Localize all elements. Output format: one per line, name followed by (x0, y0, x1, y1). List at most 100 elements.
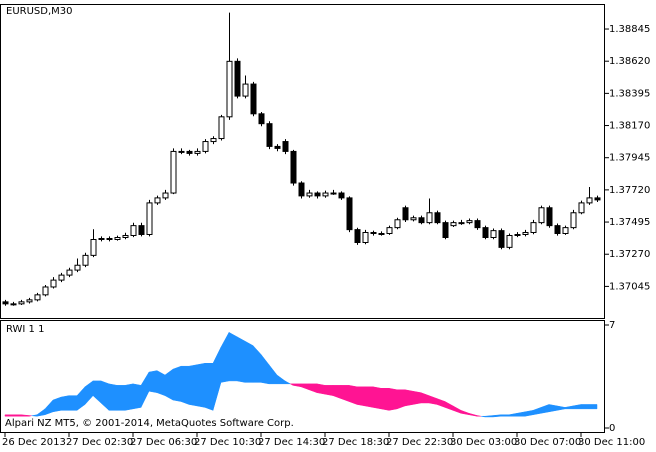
fill-segment (500, 414, 510, 417)
candle-body (74, 264, 81, 271)
candle-body (370, 231, 377, 234)
fill-segment (76, 386, 86, 411)
candle-body (338, 192, 345, 199)
y-tick-label: 1.37720 (609, 185, 650, 196)
fill-segment (460, 409, 470, 416)
candle-body (50, 279, 57, 288)
fill-segment (4, 414, 14, 417)
candle-body (106, 237, 113, 240)
fill-segment (196, 362, 206, 408)
fill-segment (12, 414, 22, 417)
x-tick-label: 27 Dec 10:30 (194, 437, 261, 448)
fill-segment (228, 331, 238, 382)
candle-body (458, 222, 465, 225)
x-tick-label: 30 Dec 07:00 (514, 437, 581, 448)
main-frame (0, 4, 605, 319)
fill-segment (148, 370, 158, 393)
fill-segment (236, 336, 246, 383)
candle-body (530, 222, 537, 233)
candle-body (154, 197, 161, 204)
candle-body (538, 207, 545, 224)
fill-segment (364, 386, 374, 408)
symbol-label: EURUSD,M30 (6, 6, 72, 17)
fill-segment (340, 385, 350, 402)
x-tick-label: 27 Dec 18:30 (322, 437, 389, 448)
fill-segment (348, 385, 358, 405)
fill-segment (220, 332, 230, 383)
candle-body (146, 202, 153, 235)
candle-body (162, 192, 169, 199)
fill-segment (44, 399, 54, 416)
candle-body (18, 301, 25, 305)
fill-segment (308, 383, 318, 394)
candle-body (330, 192, 337, 195)
fill-segment (290, 383, 294, 386)
fill-segment (276, 374, 286, 385)
fill-segment (204, 363, 214, 411)
fill-segment (316, 383, 326, 395)
candle-body (354, 229, 361, 244)
candle-body (242, 83, 249, 97)
fill-segment (52, 396, 62, 413)
fill-segment (292, 383, 302, 388)
candle-body (34, 294, 41, 301)
fill-segment (132, 383, 142, 410)
fill-segment (428, 395, 438, 405)
candle-body (274, 145, 281, 149)
fill-segment (28, 415, 32, 417)
fill-segment (180, 365, 190, 405)
candle-body (522, 231, 529, 235)
y-tick-label: 7 (609, 320, 615, 331)
fill-segment (396, 389, 406, 410)
fill-segment (468, 412, 478, 417)
fill-segment (412, 390, 422, 405)
fill-segment (420, 392, 430, 404)
fill-segment (388, 387, 398, 411)
candle-body (466, 220, 473, 224)
y-tick-label: 1.38170 (609, 121, 650, 132)
candle-body (170, 150, 177, 194)
candle-body (114, 236, 121, 241)
candle-body (482, 227, 489, 238)
fill-segment (356, 386, 366, 407)
fill-segment (476, 415, 482, 417)
fill-segment (516, 411, 526, 417)
fill-segment (556, 405, 566, 411)
candle-body (122, 234, 129, 238)
fill-segment (444, 401, 454, 411)
x-tick-label: 30 Dec 03:00 (450, 437, 517, 448)
candle-body (410, 217, 417, 221)
y-tick-label: 1.37270 (609, 249, 650, 260)
candle-body (258, 113, 265, 125)
candle-body (26, 299, 33, 303)
y-tick-label: 1.37945 (609, 153, 650, 164)
candle-body (378, 232, 385, 235)
candle-body (578, 202, 585, 214)
candle-body (98, 237, 105, 240)
fill-segment (60, 395, 70, 411)
candle-body (554, 225, 561, 234)
candle-body (402, 207, 409, 221)
candle-body (546, 207, 553, 227)
fill-segment (436, 398, 446, 408)
fill-segment (372, 386, 382, 410)
fill-segment (124, 383, 134, 411)
candle-body (138, 225, 145, 235)
candle-body (498, 230, 505, 248)
fill-segment (172, 365, 182, 402)
candle-body (90, 239, 97, 256)
fill-segment (508, 412, 518, 417)
candle-body (418, 217, 425, 224)
candle-body (130, 225, 137, 236)
fill-segment (20, 414, 30, 417)
y-tick-label: 0 (609, 423, 615, 434)
candle-body (226, 60, 233, 118)
fill-segment (252, 344, 262, 383)
x-tick-label: 27 Dec 14:30 (258, 437, 325, 448)
fill-segment (156, 370, 166, 396)
candle-body (186, 150, 193, 154)
candle-body (586, 197, 593, 204)
fill-segment (492, 414, 502, 418)
candle-body (58, 274, 65, 281)
